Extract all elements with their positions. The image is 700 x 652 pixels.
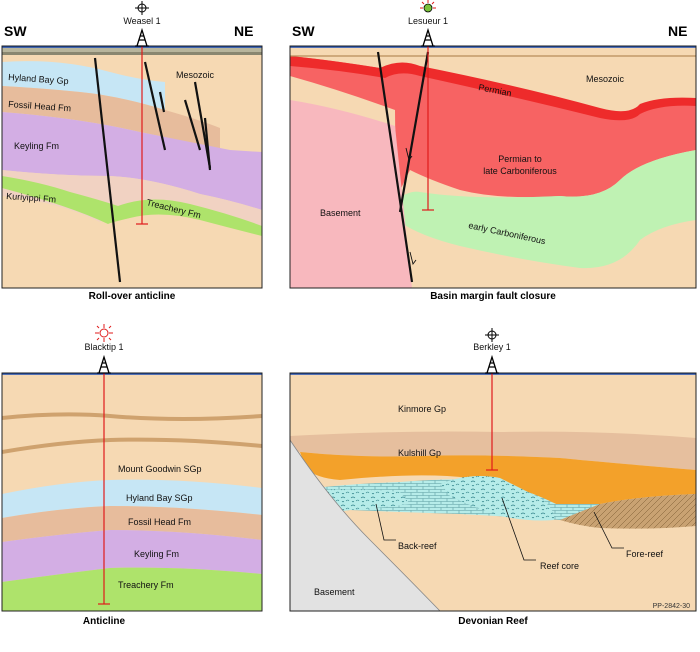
reef-core (440, 476, 555, 521)
panel-anticline: Blacktip 1 Mount Goodwin SGp Hyland Bay … (1, 324, 263, 627)
label-reef-core: Reef core (540, 561, 579, 571)
well-name: Weasel 1 (123, 16, 160, 26)
treachery-layer (2, 176, 262, 236)
hyland-bay-layer (2, 479, 262, 518)
label-mount-goodwin: Mount Goodwin SGp (118, 464, 202, 474)
kuriyippi-layer (2, 170, 262, 232)
fault-lines (93, 57, 212, 283)
label-kuriyippi: Kuriyippi Fm (6, 191, 57, 204)
panel-frame (1, 45, 263, 289)
fault-movement-arrows (405, 147, 417, 266)
label-basement: Basement (320, 208, 361, 218)
figure-code: PP-2842-30 (653, 603, 690, 610)
well-derrick-icon (135, 27, 149, 47)
leader-lines (375, 497, 624, 561)
keyling-layer (2, 530, 262, 582)
direction-sw: SW (4, 23, 27, 39)
early-carboniferous-layer (396, 150, 696, 269)
label-hyland-bay: Hyland Bay Gp (8, 72, 69, 86)
direction-ne: NE (668, 23, 687, 39)
label-fossil-head: Fossil Head Fm (8, 99, 72, 113)
label-fore-reef: Fore-reef (626, 549, 664, 559)
hyland-bay-layer (2, 61, 165, 110)
panel-caption: Devonian Reef (458, 616, 528, 627)
direction-sw: SW (292, 23, 315, 39)
panel-caption: Basin margin fault closure (430, 291, 556, 302)
fore-reef-layer (560, 494, 696, 529)
direction-ne: NE (234, 23, 253, 39)
label-hyland-bay: Hyland Bay SGp (126, 493, 193, 503)
label-kinmore: Kinmore Gp (398, 404, 446, 414)
label-keyling: Keyling Fm (14, 141, 59, 151)
well-derrick-icon (421, 27, 435, 47)
label-basement: Basement (314, 587, 355, 597)
panel-caption: Roll-over anticline (89, 291, 176, 302)
gas-show-symbol-icon (95, 324, 113, 342)
keyling-layer (2, 112, 262, 210)
label-keyling: Keyling Fm (134, 549, 179, 559)
well-name: Blacktip 1 (84, 342, 123, 352)
label-back-reef: Back-reef (398, 541, 437, 551)
dry-hole-symbol-icon (135, 1, 149, 15)
panel-rollover-anticline: Weasel 1 SW NE Mesozoic Hyland Bay Gp Fo… (1, 1, 263, 302)
well-derrick-icon (97, 354, 111, 374)
dry-hole-symbol-icon (485, 328, 499, 342)
label-permian-late-carb-2: late Carboniferous (483, 166, 557, 176)
fault-lines (376, 51, 430, 283)
label-mesozoic: Mesozoic (176, 70, 215, 80)
gas-show-symbol-icon (420, 0, 436, 13)
label-permian-late-carb-1: Permian to (498, 154, 542, 164)
label-mesozoic: Mesozoic (586, 74, 625, 84)
panel-caption: Anticline (83, 616, 126, 627)
basement-layer (290, 440, 440, 611)
label-fossil-head: Fossil Head Fm (128, 517, 191, 527)
label-kulshill: Kulshill Gp (398, 448, 441, 458)
back-reef-rubble (322, 489, 410, 512)
panel-basin-margin: Lesueur 1 SW NE Mesozoic Permian Permian… (289, 0, 697, 302)
fossil-head-layer (2, 86, 220, 150)
permian-layer (290, 56, 696, 121)
label-treachery: Treachery Fm (118, 580, 174, 590)
panel-devonian-reef: Berkley 1 Kinmore Gp Kulshill Gp Back-re… (289, 328, 697, 627)
panel-frame (1, 372, 263, 612)
well-derrick-icon (485, 354, 499, 374)
panel-frame (289, 45, 697, 289)
treachery-layer (2, 567, 262, 611)
basement-layer (290, 100, 412, 288)
kulshill-layer (290, 431, 696, 470)
well-name: Berkley 1 (473, 342, 511, 352)
well-name: Lesueur 1 (408, 16, 448, 26)
permian-to-late-carboniferous-layer (290, 56, 696, 200)
fossil-head-layer (2, 506, 262, 542)
